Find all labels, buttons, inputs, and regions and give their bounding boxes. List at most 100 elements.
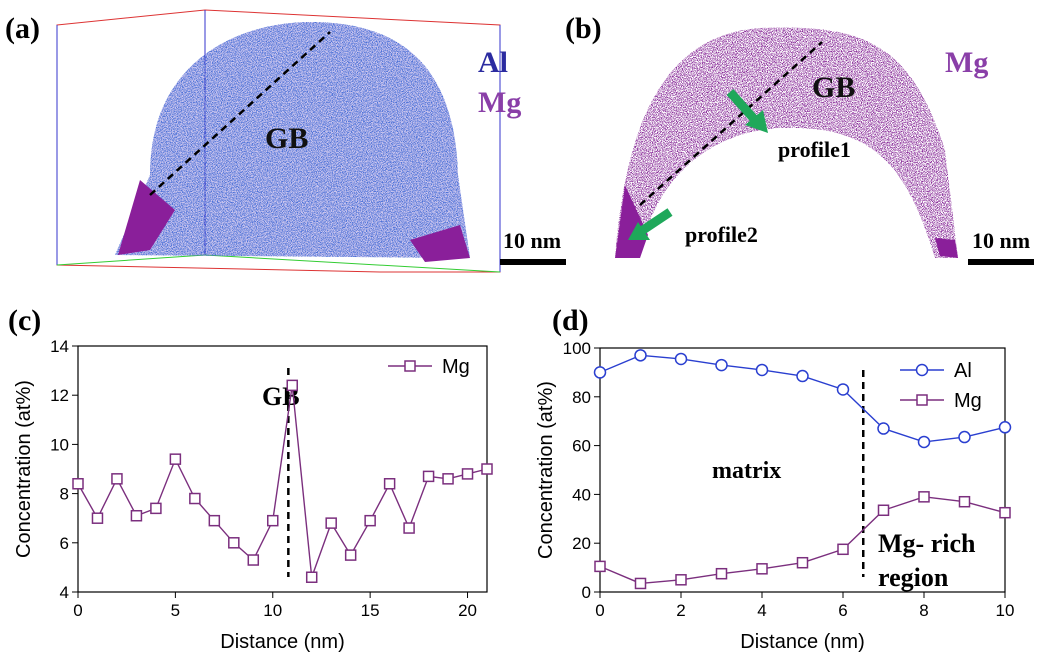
marker xyxy=(208,514,221,527)
x-tick-label: 4 xyxy=(757,601,766,620)
profile-arrow xyxy=(640,208,673,234)
x-axis-label: Distance (nm) xyxy=(220,631,344,653)
marker xyxy=(169,453,182,465)
x-tick-label: 10 xyxy=(263,601,282,620)
x-tick-label: 20 xyxy=(458,601,477,620)
marker xyxy=(286,379,298,392)
x-tick-label: 2 xyxy=(676,601,685,620)
marker xyxy=(111,473,123,485)
panel-b: (b) Mg GB profile1 profile2 10 nm xyxy=(565,12,1034,265)
y-tick-label: 8 xyxy=(60,485,69,504)
y-axis-label: Concentration (at%) xyxy=(13,380,35,558)
precipitate xyxy=(935,238,958,258)
panel-label: (a) xyxy=(5,12,40,45)
series-line xyxy=(77,385,488,578)
element-label: Mg xyxy=(945,46,988,79)
y-tick-label: 4 xyxy=(60,583,69,602)
plot-frame xyxy=(599,347,1006,593)
y-axis-label: Concentration (at%) xyxy=(535,381,557,559)
marker xyxy=(918,491,930,503)
marker xyxy=(189,492,201,505)
marker xyxy=(325,517,337,529)
panel-a: (a) Al Mg GB 10 nm xyxy=(5,9,566,273)
marker xyxy=(228,537,240,549)
marker xyxy=(364,514,376,527)
marker xyxy=(877,504,890,517)
panel-label: (c) xyxy=(8,304,41,337)
marker xyxy=(999,506,1011,519)
x-tick-label: 15 xyxy=(361,601,380,620)
legend-label: Al xyxy=(954,360,972,382)
marker xyxy=(442,473,454,485)
panel-label: (d) xyxy=(552,304,589,337)
marker xyxy=(675,574,687,586)
legend-label: Mg xyxy=(954,390,982,412)
gb-label: GB xyxy=(812,71,855,104)
legend-marker xyxy=(404,360,416,372)
marker xyxy=(305,571,318,583)
x-axis-label: Distance (nm) xyxy=(740,631,864,653)
x-tick-label: 10 xyxy=(996,601,1015,620)
marker xyxy=(461,468,474,480)
atom-cloud xyxy=(115,22,470,258)
annotation: region xyxy=(878,563,949,592)
y-tick-label: 10 xyxy=(50,435,69,454)
marker xyxy=(674,352,688,366)
y-tick-label: 12 xyxy=(50,386,69,405)
marker xyxy=(755,363,769,377)
profile-arrow-head xyxy=(628,222,650,240)
x-tick-label: 0 xyxy=(73,601,82,620)
marker xyxy=(72,478,84,490)
marker xyxy=(267,514,279,527)
precipitate xyxy=(410,225,470,262)
y-tick-label: 14 xyxy=(50,337,69,356)
annotation: Mg- rich xyxy=(878,529,976,558)
marker xyxy=(796,369,809,383)
atom-cloud xyxy=(615,27,958,258)
precipitate xyxy=(118,180,175,255)
marker xyxy=(998,421,1012,434)
marker xyxy=(958,495,971,508)
profile-label: profile1 xyxy=(778,137,851,162)
profile-arrow xyxy=(726,89,759,123)
marker xyxy=(130,509,143,522)
marker xyxy=(481,463,493,475)
marker xyxy=(715,567,728,580)
marker xyxy=(958,430,971,444)
gb-label: GB xyxy=(265,122,308,155)
marker xyxy=(837,543,849,556)
marker xyxy=(403,522,415,534)
x-tick-label: 0 xyxy=(595,601,604,620)
y-tick-label: 80 xyxy=(572,388,591,407)
marker xyxy=(634,349,647,362)
x-tick-label: 5 xyxy=(171,601,180,620)
marker xyxy=(715,358,728,372)
marker xyxy=(422,470,435,483)
gb-trace xyxy=(639,41,823,206)
legend-marker xyxy=(916,394,928,406)
profile-arrow-head xyxy=(745,110,768,133)
annotation: matrix xyxy=(712,458,781,484)
marker xyxy=(150,502,162,515)
marker xyxy=(594,560,606,573)
y-tick-label: 0 xyxy=(582,583,591,602)
marker xyxy=(593,366,607,379)
legend-label: Mg xyxy=(442,356,470,378)
marker xyxy=(917,435,931,449)
y-tick-label: 60 xyxy=(572,437,591,456)
marker xyxy=(836,383,850,396)
profile-label: profile2 xyxy=(685,222,758,247)
y-tick-label: 40 xyxy=(572,485,591,504)
scale-label: 10 nm xyxy=(503,228,561,253)
marker xyxy=(877,422,890,435)
series-line xyxy=(599,354,1006,443)
box-edge xyxy=(204,254,501,273)
marker xyxy=(344,549,357,561)
x-tick-label: 8 xyxy=(919,601,928,620)
scale-label: 10 nm xyxy=(972,228,1030,253)
marker xyxy=(383,478,396,490)
y-tick-label: 6 xyxy=(60,534,69,553)
marker xyxy=(634,577,647,590)
element-label: Mg xyxy=(478,86,521,119)
